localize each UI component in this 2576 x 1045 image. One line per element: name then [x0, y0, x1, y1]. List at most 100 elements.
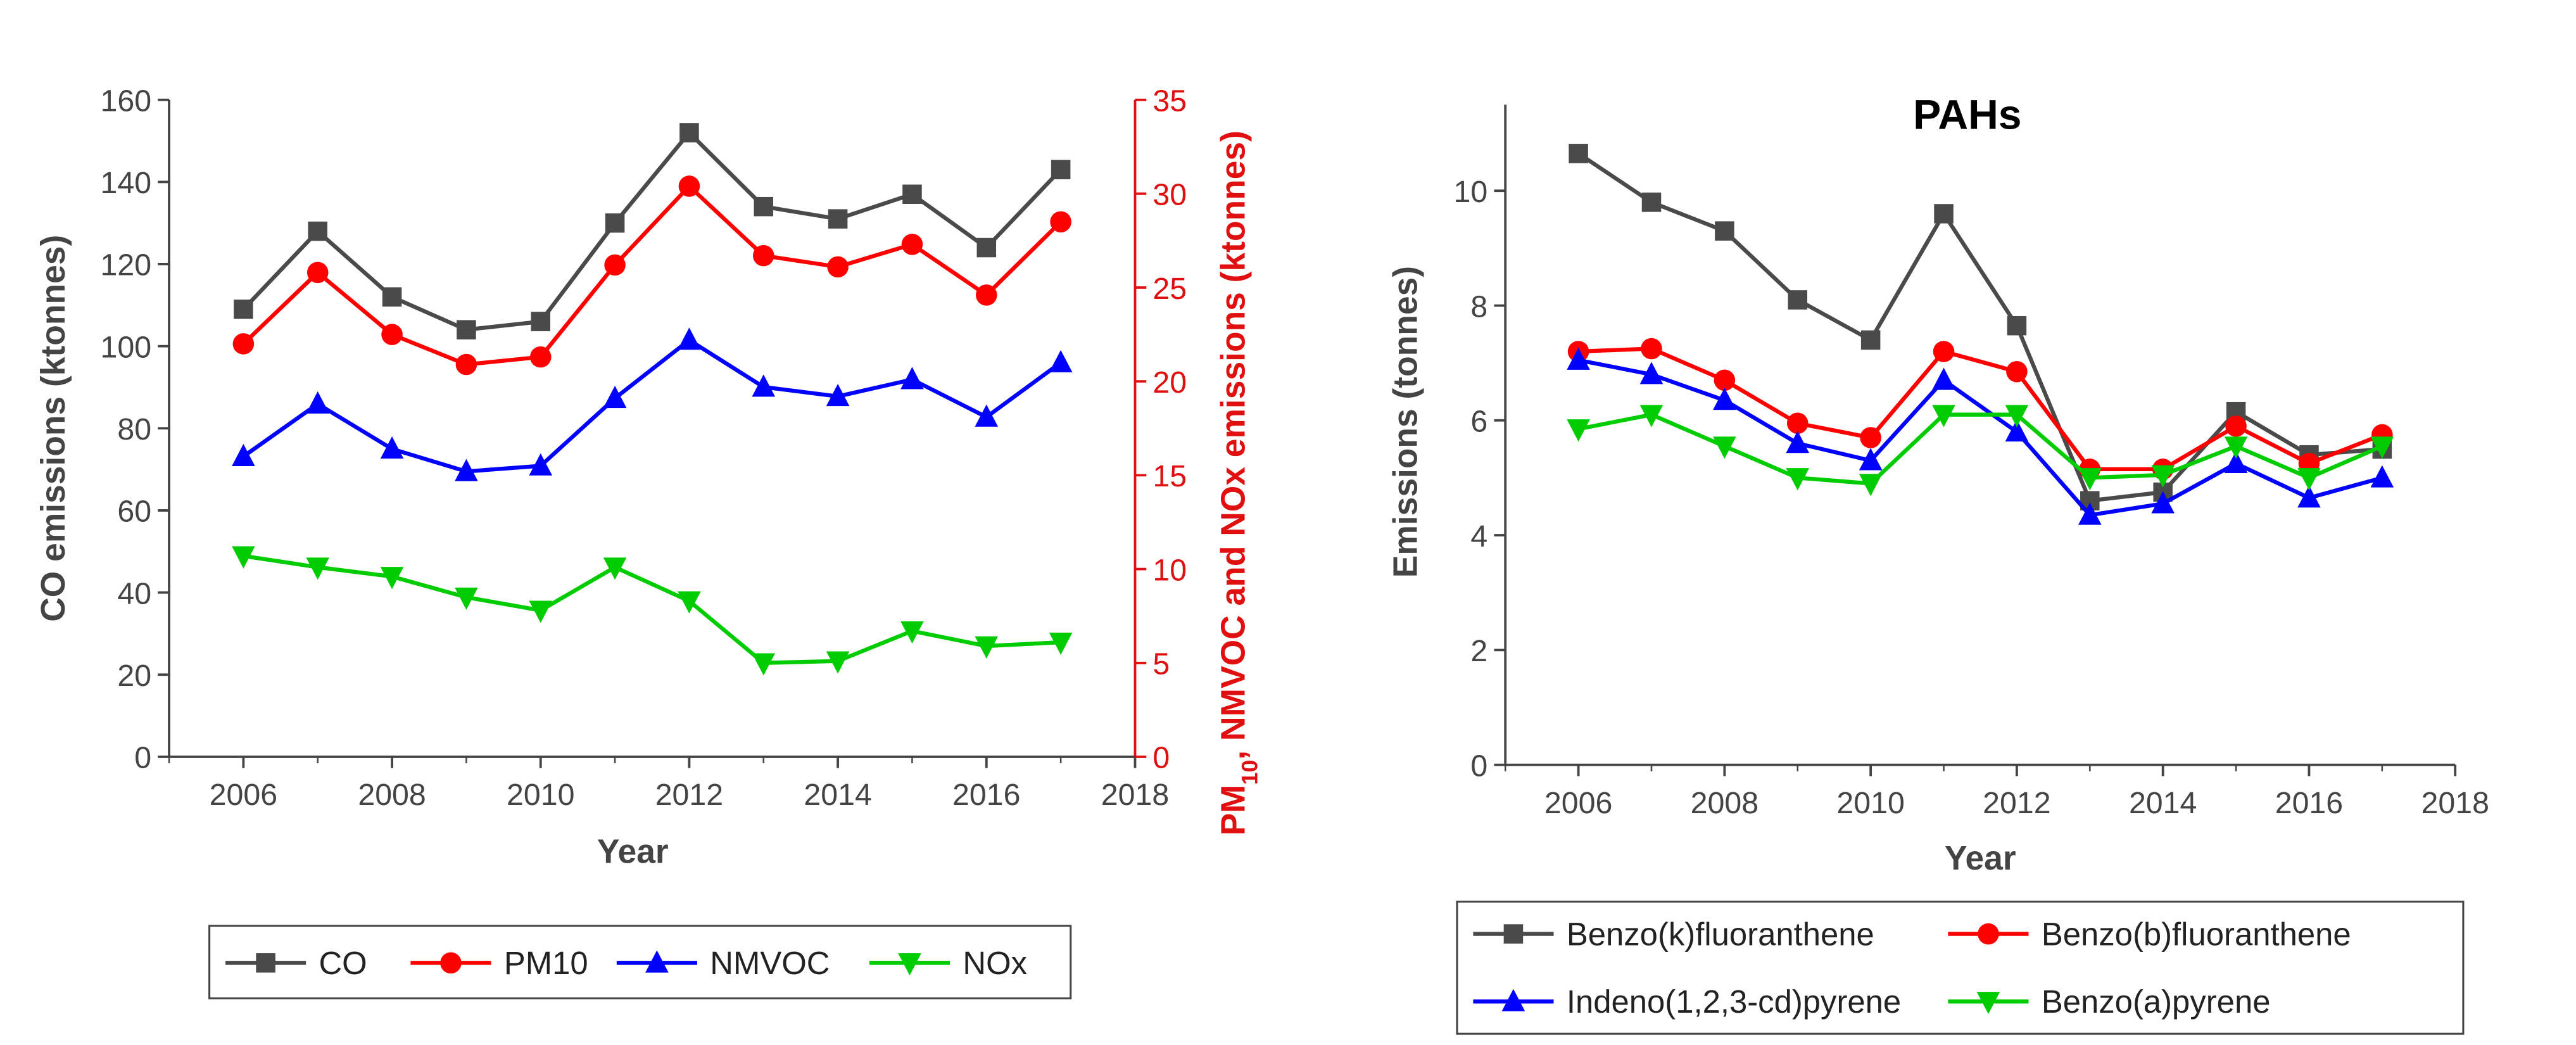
- data-point: [1860, 330, 1881, 350]
- data-point: [754, 196, 774, 217]
- data-point: [2297, 485, 2321, 508]
- series-nox: [232, 546, 1073, 676]
- data-point: [234, 300, 253, 319]
- x-tick-label: 2008: [1691, 786, 1758, 820]
- data-point: [1641, 193, 1662, 212]
- y2-tick-label: 20: [1152, 365, 1187, 400]
- y2-tick-label: 15: [1152, 459, 1187, 493]
- x-tick-label: 2010: [1836, 786, 1904, 820]
- data-point: [232, 443, 255, 466]
- y-tick-label: 0: [1470, 749, 1487, 783]
- legend-box: [1456, 901, 2465, 1035]
- x-tick-label: 2018: [2421, 786, 2489, 820]
- legend-marker: [1976, 992, 2000, 1015]
- data-point: [975, 404, 999, 427]
- legend-label: CO: [319, 945, 367, 981]
- x-tick-label: 2008: [358, 778, 426, 812]
- y-tick-label: 4: [1470, 519, 1487, 554]
- data-point: [529, 346, 552, 368]
- y2-tick-label: 30: [1152, 178, 1187, 212]
- legend-marker: [440, 952, 462, 974]
- data-point: [678, 327, 701, 350]
- data-point: [1860, 427, 1881, 448]
- left-chart-emissions: CO emissions (ktonnes) PM10, NMVOC and N…: [35, 84, 1262, 999]
- data-point: [1786, 431, 1810, 453]
- legend-marker: [1501, 989, 1525, 1011]
- data-point: [455, 587, 478, 610]
- data-point: [752, 653, 776, 676]
- x-tick-label: 2018: [1101, 778, 1169, 812]
- x-tick-label: 2012: [655, 778, 723, 812]
- data-point: [2151, 491, 2175, 514]
- data-point: [380, 567, 404, 590]
- data-point: [2370, 436, 2394, 459]
- data-point: [826, 651, 850, 674]
- legend-item: PM10: [410, 945, 588, 981]
- data-point: [2078, 502, 2102, 525]
- right-chart-title: PAHs: [1913, 91, 2021, 138]
- legend-label: Benzo(k)fluoranthene: [1567, 916, 1874, 952]
- data-point: [2224, 436, 2248, 459]
- series-pm10: [232, 175, 1071, 376]
- data-point: [2151, 465, 2175, 488]
- y-tick-label: 100: [100, 330, 151, 364]
- data-point: [455, 459, 478, 481]
- data-point: [1715, 221, 1734, 241]
- data-point: [1788, 290, 1808, 310]
- x-tick-label: 2006: [210, 778, 277, 812]
- series-line: [242, 183, 1063, 367]
- data-point: [381, 324, 403, 345]
- pahs-x-axis-label: Year: [1945, 840, 2016, 877]
- data-point: [382, 287, 402, 307]
- x-tick-label: 2016: [952, 778, 1020, 812]
- x-tick-label: 2006: [1544, 786, 1612, 820]
- data-point: [1713, 388, 1736, 410]
- data-point: [1714, 369, 1736, 391]
- data-point: [752, 244, 774, 267]
- legend-item: Benzo(k)fluoranthene: [1473, 916, 1874, 952]
- legend-label: NMVOC: [710, 945, 830, 981]
- data-point: [1049, 632, 1073, 655]
- pahs-y-axis-label: Emissions (tonnes): [1387, 266, 1424, 578]
- data-point: [1639, 405, 1664, 428]
- data-point: [529, 600, 553, 623]
- legend-item: NOx: [869, 945, 1027, 981]
- data-point: [901, 234, 923, 255]
- data-point: [1713, 436, 1736, 459]
- data-point: [2005, 405, 2029, 428]
- data-point: [2005, 419, 2029, 442]
- data-point: [457, 320, 476, 339]
- series-line: [1577, 412, 2383, 486]
- data-point: [1567, 419, 1590, 442]
- data-point: [306, 391, 330, 414]
- y2-tick-label: 0: [1152, 741, 1170, 775]
- data-point: [2370, 465, 2394, 488]
- data-point: [827, 256, 849, 278]
- data-point: [1859, 474, 1883, 497]
- data-point: [1049, 350, 1073, 372]
- left-y-axis-label: CO emissions (ktonnes): [35, 235, 72, 622]
- series-line: [1577, 151, 2383, 504]
- data-point: [1933, 341, 1955, 362]
- legend-marker: [898, 953, 921, 976]
- y-tick-label: 20: [117, 659, 151, 693]
- data-point: [2225, 415, 2247, 437]
- data-point: [1051, 160, 1071, 180]
- y-tick-label: 6: [1470, 405, 1487, 439]
- data-point: [232, 333, 255, 355]
- data-point: [826, 384, 850, 407]
- data-point: [380, 436, 404, 459]
- legend-marker: [256, 953, 275, 973]
- y-tick-label: 40: [117, 576, 151, 611]
- data-point: [2006, 360, 2028, 383]
- y-tick-label: 120: [100, 248, 151, 282]
- legend-marker: [1503, 924, 1524, 944]
- y-tick-label: 10: [1454, 175, 1488, 209]
- legend-item: Benzo(b)fluoranthene: [1948, 916, 2351, 952]
- data-point: [679, 123, 699, 142]
- x-tick-label: 2014: [2129, 786, 2197, 820]
- data-point: [1859, 448, 1883, 471]
- y-tick-label: 140: [100, 166, 151, 200]
- y2-tick-label: 35: [1152, 84, 1187, 118]
